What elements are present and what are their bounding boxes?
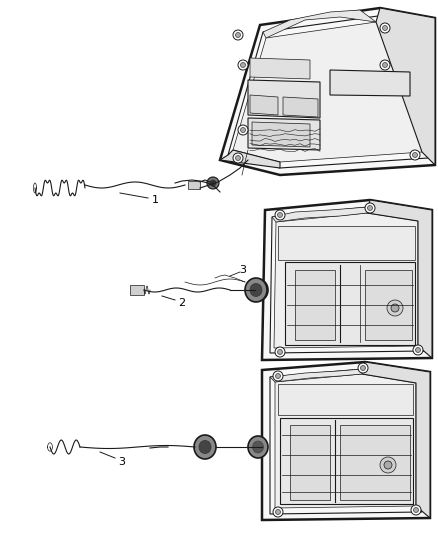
Polygon shape bbox=[220, 8, 435, 175]
Circle shape bbox=[276, 510, 280, 514]
Polygon shape bbox=[275, 374, 416, 508]
Polygon shape bbox=[280, 418, 413, 504]
Circle shape bbox=[273, 371, 283, 381]
Circle shape bbox=[360, 366, 365, 370]
Circle shape bbox=[367, 206, 372, 211]
Ellipse shape bbox=[250, 284, 262, 296]
Circle shape bbox=[236, 33, 240, 37]
Polygon shape bbox=[285, 262, 415, 345]
Ellipse shape bbox=[199, 440, 211, 454]
Polygon shape bbox=[248, 80, 320, 118]
Ellipse shape bbox=[194, 435, 216, 459]
Circle shape bbox=[411, 505, 421, 515]
Polygon shape bbox=[340, 425, 410, 500]
Polygon shape bbox=[250, 58, 310, 79]
Circle shape bbox=[278, 350, 283, 354]
Circle shape bbox=[416, 348, 420, 352]
Circle shape bbox=[238, 60, 248, 70]
Circle shape bbox=[358, 363, 368, 373]
Text: 2: 2 bbox=[178, 298, 186, 308]
Polygon shape bbox=[376, 8, 435, 165]
Circle shape bbox=[380, 457, 396, 473]
Circle shape bbox=[387, 300, 403, 316]
Circle shape bbox=[273, 507, 283, 517]
Polygon shape bbox=[365, 270, 412, 340]
Polygon shape bbox=[278, 384, 413, 415]
Circle shape bbox=[380, 23, 390, 33]
Circle shape bbox=[233, 153, 243, 163]
Polygon shape bbox=[290, 425, 330, 500]
Polygon shape bbox=[262, 362, 430, 520]
Polygon shape bbox=[330, 70, 410, 96]
Polygon shape bbox=[220, 150, 280, 168]
Ellipse shape bbox=[245, 278, 267, 302]
Polygon shape bbox=[283, 97, 318, 117]
Polygon shape bbox=[250, 95, 278, 115]
Polygon shape bbox=[270, 369, 363, 382]
Bar bbox=[130, 285, 144, 295]
Polygon shape bbox=[274, 213, 418, 348]
Circle shape bbox=[275, 210, 285, 220]
Circle shape bbox=[238, 125, 248, 135]
Circle shape bbox=[207, 177, 219, 189]
Circle shape bbox=[382, 62, 388, 68]
Ellipse shape bbox=[248, 436, 268, 458]
Polygon shape bbox=[272, 207, 368, 222]
Circle shape bbox=[275, 347, 285, 357]
Polygon shape bbox=[233, 22, 422, 162]
Circle shape bbox=[382, 26, 388, 30]
Ellipse shape bbox=[248, 279, 268, 301]
Polygon shape bbox=[252, 122, 310, 147]
Circle shape bbox=[384, 461, 392, 469]
Polygon shape bbox=[248, 118, 320, 150]
Ellipse shape bbox=[252, 284, 264, 296]
Circle shape bbox=[413, 507, 418, 513]
Polygon shape bbox=[362, 362, 430, 518]
Circle shape bbox=[391, 304, 399, 312]
Circle shape bbox=[236, 156, 240, 160]
Circle shape bbox=[278, 213, 283, 217]
Text: 3: 3 bbox=[119, 457, 126, 467]
Ellipse shape bbox=[252, 441, 264, 453]
Polygon shape bbox=[263, 10, 376, 38]
Polygon shape bbox=[295, 270, 335, 340]
Circle shape bbox=[380, 60, 390, 70]
Circle shape bbox=[233, 30, 243, 40]
Circle shape bbox=[410, 150, 420, 160]
Circle shape bbox=[240, 127, 246, 133]
Bar bbox=[188, 181, 200, 189]
Text: 1: 1 bbox=[152, 195, 159, 205]
Text: 3: 3 bbox=[240, 265, 247, 275]
Circle shape bbox=[365, 203, 375, 213]
Circle shape bbox=[276, 374, 280, 378]
Polygon shape bbox=[262, 200, 432, 360]
Circle shape bbox=[210, 180, 216, 186]
Polygon shape bbox=[278, 226, 415, 260]
Circle shape bbox=[413, 345, 423, 355]
Polygon shape bbox=[367, 200, 432, 358]
Circle shape bbox=[240, 62, 246, 68]
Circle shape bbox=[413, 152, 417, 157]
